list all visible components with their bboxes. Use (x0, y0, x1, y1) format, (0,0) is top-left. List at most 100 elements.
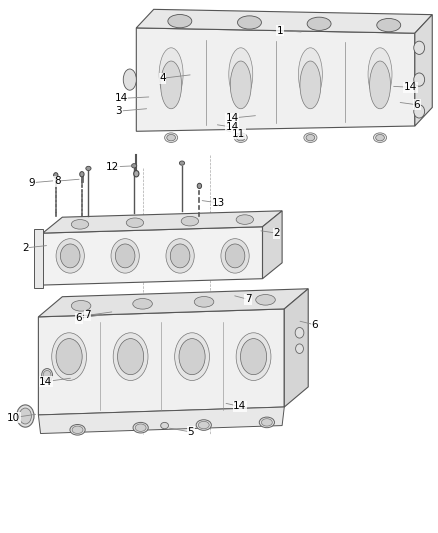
Text: 12: 12 (106, 162, 119, 172)
Ellipse shape (370, 61, 391, 109)
Ellipse shape (225, 244, 245, 268)
Ellipse shape (166, 239, 194, 273)
Polygon shape (39, 309, 284, 415)
Ellipse shape (377, 19, 401, 32)
Ellipse shape (194, 296, 214, 307)
Ellipse shape (230, 61, 251, 109)
Text: 2: 2 (22, 243, 28, 253)
Ellipse shape (70, 424, 85, 435)
Text: 10: 10 (7, 413, 20, 423)
Text: 2: 2 (273, 228, 280, 238)
Text: 1: 1 (277, 26, 283, 36)
Ellipse shape (80, 172, 84, 177)
Ellipse shape (240, 338, 267, 375)
Ellipse shape (414, 105, 425, 118)
Ellipse shape (123, 69, 136, 90)
Ellipse shape (259, 417, 275, 427)
Ellipse shape (115, 244, 135, 268)
Ellipse shape (307, 17, 331, 30)
Text: 9: 9 (28, 177, 35, 188)
Ellipse shape (295, 327, 304, 338)
Text: 14: 14 (233, 401, 247, 411)
Polygon shape (136, 10, 432, 33)
Ellipse shape (43, 370, 51, 380)
Ellipse shape (196, 419, 212, 430)
Ellipse shape (161, 61, 182, 109)
Polygon shape (39, 289, 308, 317)
Ellipse shape (221, 239, 249, 273)
Ellipse shape (17, 405, 34, 427)
Ellipse shape (111, 239, 139, 273)
Ellipse shape (298, 48, 322, 101)
Ellipse shape (56, 239, 85, 273)
Ellipse shape (19, 408, 32, 424)
Polygon shape (262, 211, 282, 279)
Ellipse shape (72, 426, 83, 433)
Ellipse shape (300, 61, 321, 109)
Ellipse shape (236, 215, 254, 224)
Text: 14: 14 (114, 93, 128, 103)
Ellipse shape (113, 333, 148, 381)
Ellipse shape (56, 338, 82, 375)
Ellipse shape (368, 48, 392, 101)
Ellipse shape (131, 164, 137, 168)
Text: 7: 7 (245, 294, 251, 304)
Ellipse shape (60, 244, 80, 268)
Text: 14: 14 (226, 113, 239, 123)
Ellipse shape (261, 419, 272, 426)
Ellipse shape (159, 48, 183, 101)
Ellipse shape (198, 421, 209, 429)
Text: 6: 6 (311, 320, 318, 330)
Ellipse shape (86, 166, 91, 171)
Ellipse shape (376, 134, 385, 141)
Text: 7: 7 (84, 310, 91, 320)
Polygon shape (34, 229, 43, 288)
Polygon shape (39, 407, 284, 433)
Polygon shape (415, 14, 432, 126)
Ellipse shape (236, 333, 271, 381)
Ellipse shape (161, 422, 169, 429)
Ellipse shape (71, 301, 91, 311)
Polygon shape (136, 28, 415, 131)
Ellipse shape (374, 133, 387, 142)
Text: 11: 11 (232, 129, 245, 139)
Ellipse shape (53, 173, 58, 178)
Ellipse shape (126, 218, 144, 228)
Ellipse shape (306, 134, 315, 141)
Ellipse shape (234, 133, 247, 142)
Ellipse shape (229, 48, 253, 101)
Ellipse shape (71, 220, 89, 229)
Ellipse shape (170, 244, 190, 268)
Ellipse shape (133, 298, 152, 309)
Text: 6: 6 (75, 313, 82, 324)
Ellipse shape (414, 73, 425, 86)
Ellipse shape (256, 295, 276, 305)
Ellipse shape (135, 424, 146, 431)
Polygon shape (43, 227, 262, 285)
Ellipse shape (42, 368, 53, 382)
Text: 3: 3 (116, 106, 122, 116)
Ellipse shape (296, 344, 304, 353)
Text: 13: 13 (212, 198, 225, 208)
Ellipse shape (167, 134, 176, 141)
Polygon shape (43, 211, 282, 233)
Ellipse shape (181, 216, 198, 226)
Ellipse shape (134, 171, 139, 177)
Ellipse shape (168, 14, 192, 28)
Text: 4: 4 (159, 73, 166, 83)
Ellipse shape (197, 183, 201, 189)
Text: 6: 6 (414, 100, 420, 110)
Ellipse shape (52, 333, 87, 381)
Text: 14: 14 (404, 82, 417, 92)
Ellipse shape (414, 41, 425, 54)
Text: 14: 14 (39, 376, 53, 386)
Ellipse shape (117, 338, 144, 375)
Text: 14: 14 (226, 122, 239, 132)
Ellipse shape (133, 422, 148, 433)
Ellipse shape (179, 338, 205, 375)
Text: 5: 5 (187, 427, 194, 437)
Ellipse shape (237, 16, 261, 29)
Ellipse shape (180, 161, 185, 165)
Ellipse shape (237, 134, 245, 141)
Ellipse shape (175, 333, 209, 381)
